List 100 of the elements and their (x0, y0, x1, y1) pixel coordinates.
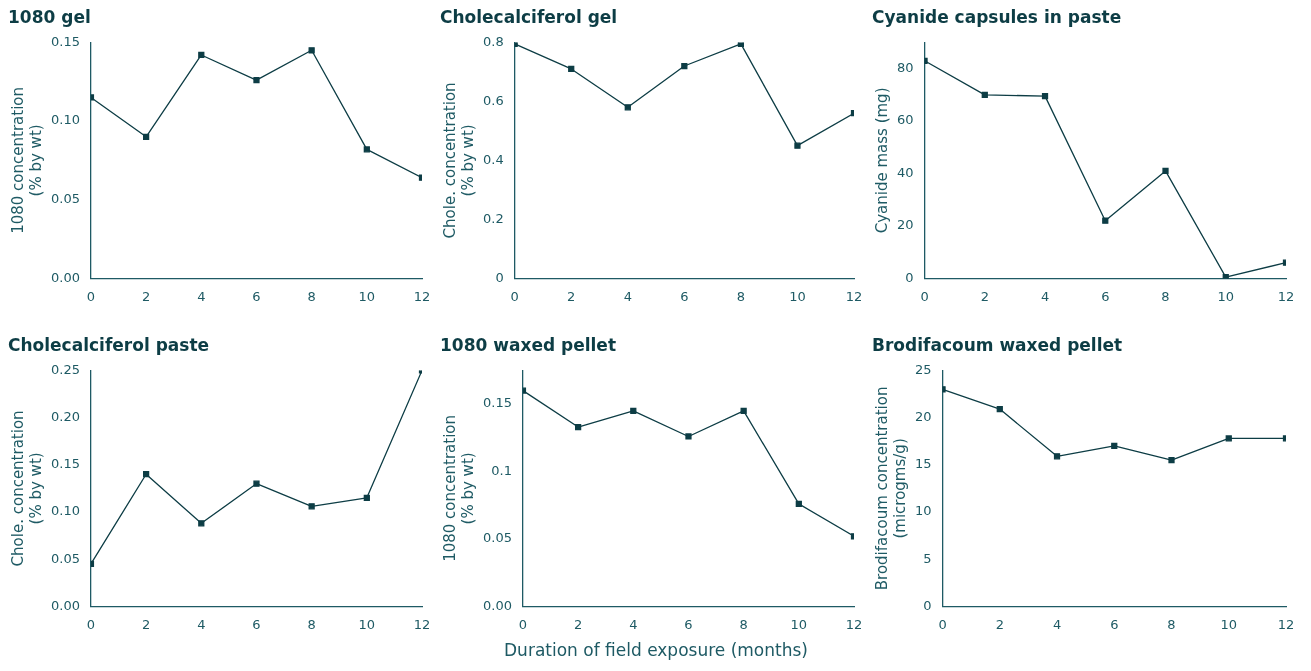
point (308, 47, 315, 54)
x-tick-label: 8 (739, 616, 748, 632)
x-tick-label: 4 (623, 288, 632, 304)
y-tick-label: 0.8 (482, 33, 504, 49)
x-tick-label: 0 (518, 616, 528, 632)
x-tick-label: 6 (252, 616, 261, 632)
point (253, 77, 260, 84)
x-tick-label: 8 (736, 288, 746, 304)
point (740, 407, 747, 414)
y-tick-label: 0.20 (50, 408, 80, 424)
point (794, 142, 801, 149)
x-tick-label: 2 (980, 288, 989, 304)
point (568, 65, 575, 73)
x-tick-label: 2 (995, 616, 1004, 632)
x-tick-label: 12 (1277, 616, 1295, 632)
y-tick-label: 15 (915, 456, 932, 472)
x-tick-label: 2 (573, 616, 583, 632)
x-tick-label: 0 (86, 288, 96, 304)
x-tick-label: 4 (197, 616, 206, 632)
point (1168, 456, 1175, 464)
x-tick-label: 0 (86, 616, 96, 632)
x-tick-label: 12 (1277, 288, 1295, 304)
point (363, 146, 370, 153)
y-tick-label: 0.25 (50, 361, 80, 377)
y-tick-label: 40 (897, 164, 914, 180)
x-tick-label: 8 (1161, 288, 1170, 304)
x-tick-label: 12 (845, 288, 863, 304)
x-tick-label: 6 (684, 616, 693, 632)
y-tick-label: 0.2 (482, 210, 504, 226)
y-tick-label: 0.1 (491, 462, 512, 478)
y-axis-title: Brodifacoum concentration (microgms/g) (872, 386, 909, 591)
x-tick-label: 2 (141, 616, 151, 632)
y-tick-label: 20 (897, 217, 914, 233)
chart-title: 1080 waxed pellet (440, 334, 617, 355)
y-axis-title: 1080 concentration (% by wt) (8, 86, 45, 234)
x-tick-label: 6 (680, 288, 689, 304)
y-tick-label: 0.05 (482, 530, 512, 546)
point (1111, 442, 1118, 450)
x-tick-label: 6 (1110, 616, 1119, 632)
y-tick-label: 0.15 (482, 395, 512, 411)
point (1162, 167, 1169, 175)
x-tick-label: 2 (567, 288, 576, 304)
point (253, 480, 260, 487)
x-tick-label: 6 (1101, 288, 1110, 304)
point (795, 500, 802, 508)
point (681, 62, 688, 70)
point (90, 94, 95, 101)
y-tick-label: 60 (897, 112, 914, 128)
y-tick-label: 0.15 (50, 33, 80, 49)
y-tick-label: 0 (923, 597, 932, 613)
x-tick-label: 12 (845, 616, 863, 632)
x-tick-label: 10 (790, 616, 808, 632)
point (308, 503, 315, 510)
x-tick-label: 10 (1217, 288, 1235, 304)
y-tick-label: 0.15 (50, 456, 80, 472)
x-tick-label: 4 (1052, 616, 1062, 632)
x-tick-label: 8 (307, 288, 316, 304)
point (143, 471, 150, 478)
y-axis-title: Chole. concentration (% by wt) (440, 82, 477, 239)
y-tick-label: 0.6 (482, 92, 504, 108)
point (996, 405, 1003, 413)
chart-title: Cyanide capsules in paste (872, 6, 1122, 27)
y-axis-title: Cyanide mass (mg) (872, 87, 891, 234)
y-tick-label: 0.05 (50, 550, 80, 566)
y-tick-label: 0.4 (482, 151, 504, 167)
x-tick-label: 8 (1167, 616, 1176, 632)
y-tick-label: 0 (905, 269, 914, 285)
y-tick-label: 0.00 (50, 597, 80, 613)
point (575, 423, 582, 431)
y-axis-title: Chole. concentration (% by wt) (8, 410, 45, 567)
x-tick-label: 8 (307, 616, 316, 632)
y-tick-label: 5 (923, 550, 932, 566)
x-tick-label: 12 (413, 616, 431, 632)
chart-title: Brodifacoum waxed pellet (872, 334, 1123, 355)
x-tick-label: 4 (1040, 288, 1050, 304)
x-tick-label: 12 (413, 288, 431, 304)
chart-title: 1080 gel (8, 6, 91, 27)
point (1225, 435, 1232, 442)
point (363, 494, 370, 501)
y-tick-label: 0 (495, 269, 504, 285)
y-tick-label: 0.10 (50, 503, 80, 519)
chart-title: Cholecalciferol paste (8, 334, 210, 355)
y-axis-title: 1080 concentration (% by wt) (440, 414, 477, 562)
y-tick-label: 0.05 (50, 191, 80, 207)
point (143, 133, 150, 140)
y-tick-label: 80 (897, 60, 914, 75)
y-tick-label: 25 (915, 361, 932, 377)
y-tick-label: 0.10 (50, 112, 80, 128)
point (624, 104, 631, 111)
point (630, 407, 637, 414)
x-tick-label: 10 (789, 288, 806, 304)
point (522, 387, 527, 394)
y-tick-label: 0.00 (482, 597, 512, 613)
y-tick-label: 10 (915, 503, 932, 519)
x-tick-label: 10 (358, 616, 376, 632)
point (198, 51, 205, 59)
point (1053, 453, 1061, 460)
point (1041, 93, 1049, 100)
chart-title: Cholecalciferol gel (440, 6, 618, 27)
point (1102, 217, 1109, 224)
